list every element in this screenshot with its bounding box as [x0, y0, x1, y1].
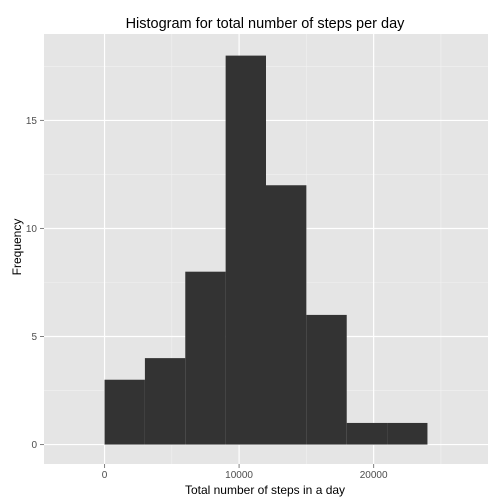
- x-tick-label: 10000: [225, 470, 253, 481]
- histogram-bar: [185, 271, 226, 445]
- histogram-bar: [104, 379, 145, 445]
- x-tick-label: 0: [102, 470, 108, 481]
- x-axis-title: Total number of steps in a day: [185, 483, 345, 497]
- y-tick-label: 0: [31, 440, 37, 451]
- y-axis-ticks: 0 5 10 15: [26, 116, 44, 451]
- histogram-bar: [346, 422, 388, 445]
- histogram-bar: [225, 55, 266, 445]
- histogram-bar: [306, 314, 347, 445]
- x-axis-ticks: 0 10000 20000: [102, 464, 388, 481]
- y-tick-label: 5: [31, 332, 37, 343]
- chart-title: Histogram for total number of steps per …: [126, 16, 406, 32]
- histogram-bar: [266, 185, 307, 445]
- y-axis-title: Frequency: [10, 219, 24, 276]
- x-tick-label: 20000: [360, 470, 388, 481]
- y-tick-label: 15: [26, 116, 38, 127]
- histogram-bar: [144, 358, 186, 445]
- y-tick-label: 10: [26, 224, 38, 235]
- histogram-bar: [387, 422, 428, 445]
- histogram-bars: [104, 55, 428, 445]
